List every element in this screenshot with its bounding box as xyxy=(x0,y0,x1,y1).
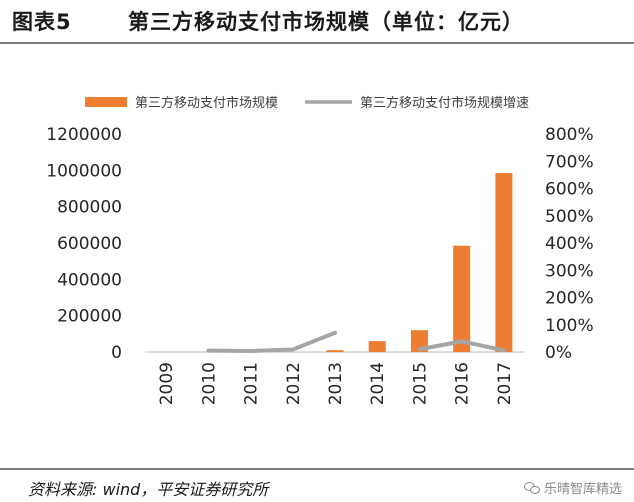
bar-2014 xyxy=(368,341,386,352)
legend: 第三方移动支付市场规模 第三方移动支付市场规模增速 xyxy=(85,95,529,111)
right-tick-label: 800% xyxy=(545,125,594,145)
x-tick-label: 2017 xyxy=(495,362,515,405)
right-axis: 0% 100% 200% 300% 400% 500% 600% 700% 800% xyxy=(545,125,594,363)
figure-label: 图表5 xyxy=(12,10,72,34)
right-tick-label: 100% xyxy=(545,316,594,336)
x-axis: 2009 2010 2011 2012 2013 2014 2015 2016 2017 xyxy=(157,362,515,405)
growth-line-segment-2 xyxy=(417,339,506,353)
growth-line-segment-1 xyxy=(206,330,337,354)
x-tick-label: 2009 xyxy=(157,362,177,405)
left-tick-label: 1200000 xyxy=(46,125,122,145)
figure-footer: 资料来源: wind，平安证券研究所 乐晴智库精选 xyxy=(0,468,634,502)
left-tick-label: 800000 xyxy=(57,198,122,218)
left-tick-label: 600000 xyxy=(57,234,122,254)
x-tick-label: 2014 xyxy=(368,362,388,405)
watermark-text: 乐晴智库精选 xyxy=(543,482,622,497)
bar-2013 xyxy=(326,350,344,352)
x-tick-label: 2012 xyxy=(284,362,304,405)
figure-title-bar: 图表5 第三方移动支付市场规模（单位：亿元） xyxy=(0,0,634,44)
right-tick-label: 400% xyxy=(545,234,594,254)
legend-bar-swatch xyxy=(85,97,127,107)
right-tick-label: 300% xyxy=(545,261,594,281)
legend-line-label: 第三方移动支付市场规模增速 xyxy=(360,95,529,111)
x-tick-label: 2010 xyxy=(199,362,219,405)
left-tick-label: 200000 xyxy=(57,307,122,327)
left-tick-label: 400000 xyxy=(57,270,122,290)
right-tick-label: 200% xyxy=(545,289,594,309)
figure-title: 第三方移动支付市场规模（单位：亿元） xyxy=(128,10,524,34)
chart: 第三方移动支付市场规模 第三方移动支付市场规模增速 0 200000 400000 6… xyxy=(46,95,594,405)
x-tick-label: 2011 xyxy=(242,362,262,405)
wechat-icon xyxy=(523,481,540,494)
right-tick-label: 0% xyxy=(545,343,572,363)
x-tick-label: 2015 xyxy=(410,362,430,405)
source-note: 资料来源: wind，平安证券研究所 xyxy=(28,480,269,499)
line-series xyxy=(206,330,506,354)
bar-2017 xyxy=(495,173,513,352)
right-tick-label: 600% xyxy=(545,180,594,200)
left-tick-label: 0 xyxy=(111,343,122,363)
right-tick-label: 700% xyxy=(545,152,594,172)
bar-series xyxy=(326,173,513,352)
bar-2016 xyxy=(453,245,471,352)
watermark: 乐晴智库精选 xyxy=(523,478,622,497)
right-tick-label: 500% xyxy=(545,207,594,227)
legend-bar-label: 第三方移动支付市场规模 xyxy=(135,95,278,111)
x-tick-label: 2016 xyxy=(453,362,473,405)
x-tick-label: 2013 xyxy=(326,362,346,405)
left-tick-label: 1000000 xyxy=(46,161,122,181)
left-axis: 0 200000 400000 600000 800000 1000000 1200000 xyxy=(46,125,122,363)
